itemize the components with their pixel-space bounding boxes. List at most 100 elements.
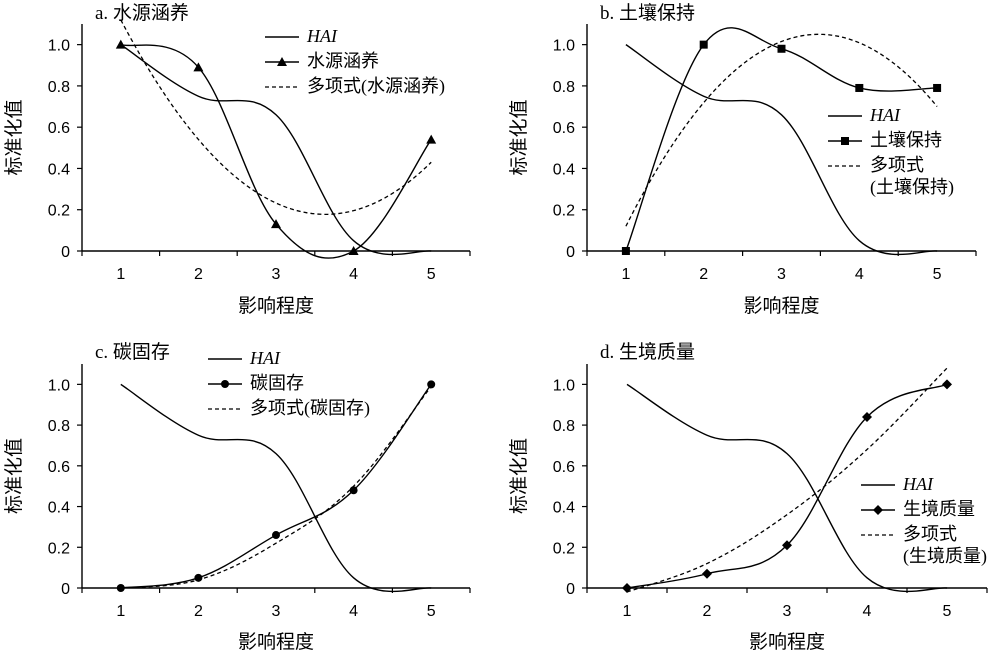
legend-label-line: HAI [249, 348, 281, 368]
series-marker [942, 379, 952, 390]
y-tick-label: 0.4 [48, 161, 70, 178]
y-tick-label: 0 [61, 581, 70, 598]
x-tick-label: 3 [272, 603, 281, 620]
y-tick-label: 0.4 [553, 500, 575, 517]
legend-marker [841, 137, 849, 145]
y-tick-label: 1.0 [553, 38, 575, 55]
series-marker [933, 83, 942, 92]
series-line-hai [625, 44, 938, 256]
legend-label-line: 多项式(碳固存) [250, 398, 370, 419]
y-axis-label: 标准化值 [508, 438, 530, 514]
y-tick-label: 0.6 [553, 459, 575, 476]
series-marker [271, 219, 281, 229]
legend-label: 多项式(土壤保持) [870, 155, 954, 198]
x-tick-label: 3 [272, 266, 281, 283]
legend-label: 多项式(生境质量) [903, 524, 987, 567]
y-tick-label: 1.0 [48, 377, 70, 394]
y-tick-label: 0 [61, 244, 70, 261]
legend-label-line: 多项式 [903, 524, 957, 544]
series-marker [777, 44, 786, 53]
legend-label-line: (土壤保持) [870, 177, 954, 198]
legend-label-line: 土壤保持 [870, 130, 942, 150]
y-tick-label: 0.6 [48, 459, 70, 476]
chart-panel-4: d. 生境质量 0 0.2 0.4 0.6 0.8 1.0 1 2 3 4 5 影响程度 标准化值 HAI 生… [508, 341, 988, 653]
series-marker [348, 246, 359, 255]
chart-panel-3: c. 碳固存 0 0.2 0.4 0.6 0.8 1.0 1 2 3 4 5 影响程度 标准化值 HAI 碳固… [3, 341, 471, 653]
y-tick-label: 0.2 [553, 203, 575, 220]
x-tick-label: 4 [863, 603, 872, 620]
y-tick-label: 0.6 [48, 120, 70, 137]
series-marker [621, 247, 630, 255]
legend-label: HAI [306, 26, 338, 46]
chart-title: a. 水源涵养 [95, 2, 189, 24]
legend-label: HAI [869, 105, 901, 125]
series-marker [115, 39, 126, 49]
legend-label-line: HAI [306, 26, 338, 46]
legend-label-line: (生境质量) [903, 546, 987, 567]
chart-panel-1: a. 水源涵养 0 0.2 0.4 0.6 0.8 1.0 1 2 3 4 5 影响程度 标准化值 HAI 水… [3, 2, 471, 317]
series-line-data [625, 27, 938, 252]
series-line-hai [626, 383, 948, 593]
y-tick-label: 0.8 [553, 79, 575, 96]
y-tick-label: 0 [566, 244, 575, 261]
legend-label: 多项式(碳固存) [250, 398, 370, 419]
legend-label-line: 生境质量 [903, 499, 975, 519]
y-axis-label: 标准化值 [508, 99, 530, 175]
y-tick-label: 0.2 [553, 540, 575, 557]
legend-label-line: 多项式 [870, 155, 924, 175]
y-tick-label: 1.0 [553, 377, 575, 394]
chart-title: b. 土壤保持 [600, 2, 695, 24]
series-marker [349, 486, 358, 495]
x-tick-label: 4 [349, 266, 358, 283]
x-tick-label: 4 [855, 266, 864, 283]
y-tick-label: 1.0 [48, 38, 70, 55]
x-axis-label: 影响程度 [743, 295, 819, 317]
x-axis-label: 影响程度 [238, 631, 314, 653]
series-line-fit [626, 367, 948, 593]
x-tick-label: 5 [427, 603, 436, 620]
series-marker [782, 540, 792, 551]
series-marker [193, 62, 204, 72]
chart-title: c. 碳固存 [95, 341, 170, 363]
legend-label: HAI [902, 474, 934, 494]
series-marker [427, 380, 436, 389]
legend-label: 碳固存 [250, 373, 304, 393]
x-tick-label: 2 [699, 266, 708, 283]
series-line-data [120, 383, 432, 589]
series-line-hai [120, 383, 432, 593]
series-marker [855, 83, 864, 92]
x-tick-label: 1 [623, 603, 632, 620]
legend-marker [277, 57, 287, 66]
x-tick-label: 3 [777, 266, 786, 283]
y-tick-label: 0.2 [48, 540, 70, 557]
legend-label-line: HAI [902, 474, 934, 494]
series-marker [272, 531, 280, 540]
legend-marker [221, 380, 229, 388]
legend-label: 水源涵养 [307, 51, 379, 71]
x-tick-label: 1 [116, 603, 125, 620]
x-tick-label: 1 [116, 266, 125, 283]
y-tick-label: 0.8 [48, 418, 70, 435]
x-tick-label: 1 [621, 266, 630, 283]
chart-panel-2: b. 土壤保持 0 0.2 0.4 0.6 0.8 1.0 1 2 3 4 5 影响程度 标准化值 HAI 土… [508, 2, 977, 317]
legend-label-line: HAI [869, 105, 901, 125]
y-axis-label: 标准化值 [3, 438, 25, 514]
x-tick-label: 5 [943, 603, 952, 620]
y-tick-label: 0.4 [553, 161, 575, 178]
x-axis-label: 影响程度 [749, 631, 825, 653]
chart-title: d. 生境质量 [600, 341, 695, 363]
series-line-fit [625, 33, 938, 227]
y-axis-label: 标准化值 [3, 99, 25, 175]
series-line-fit [120, 19, 432, 215]
series-marker [426, 134, 437, 144]
legend-label-line: 碳固存 [250, 373, 304, 393]
x-tick-label: 2 [194, 603, 203, 620]
y-tick-label: 0.8 [48, 79, 70, 96]
legend-label-line: 多项式(水源涵养) [307, 76, 445, 97]
x-axis-label: 影响程度 [238, 295, 314, 317]
legend-label: 生境质量 [903, 499, 975, 519]
